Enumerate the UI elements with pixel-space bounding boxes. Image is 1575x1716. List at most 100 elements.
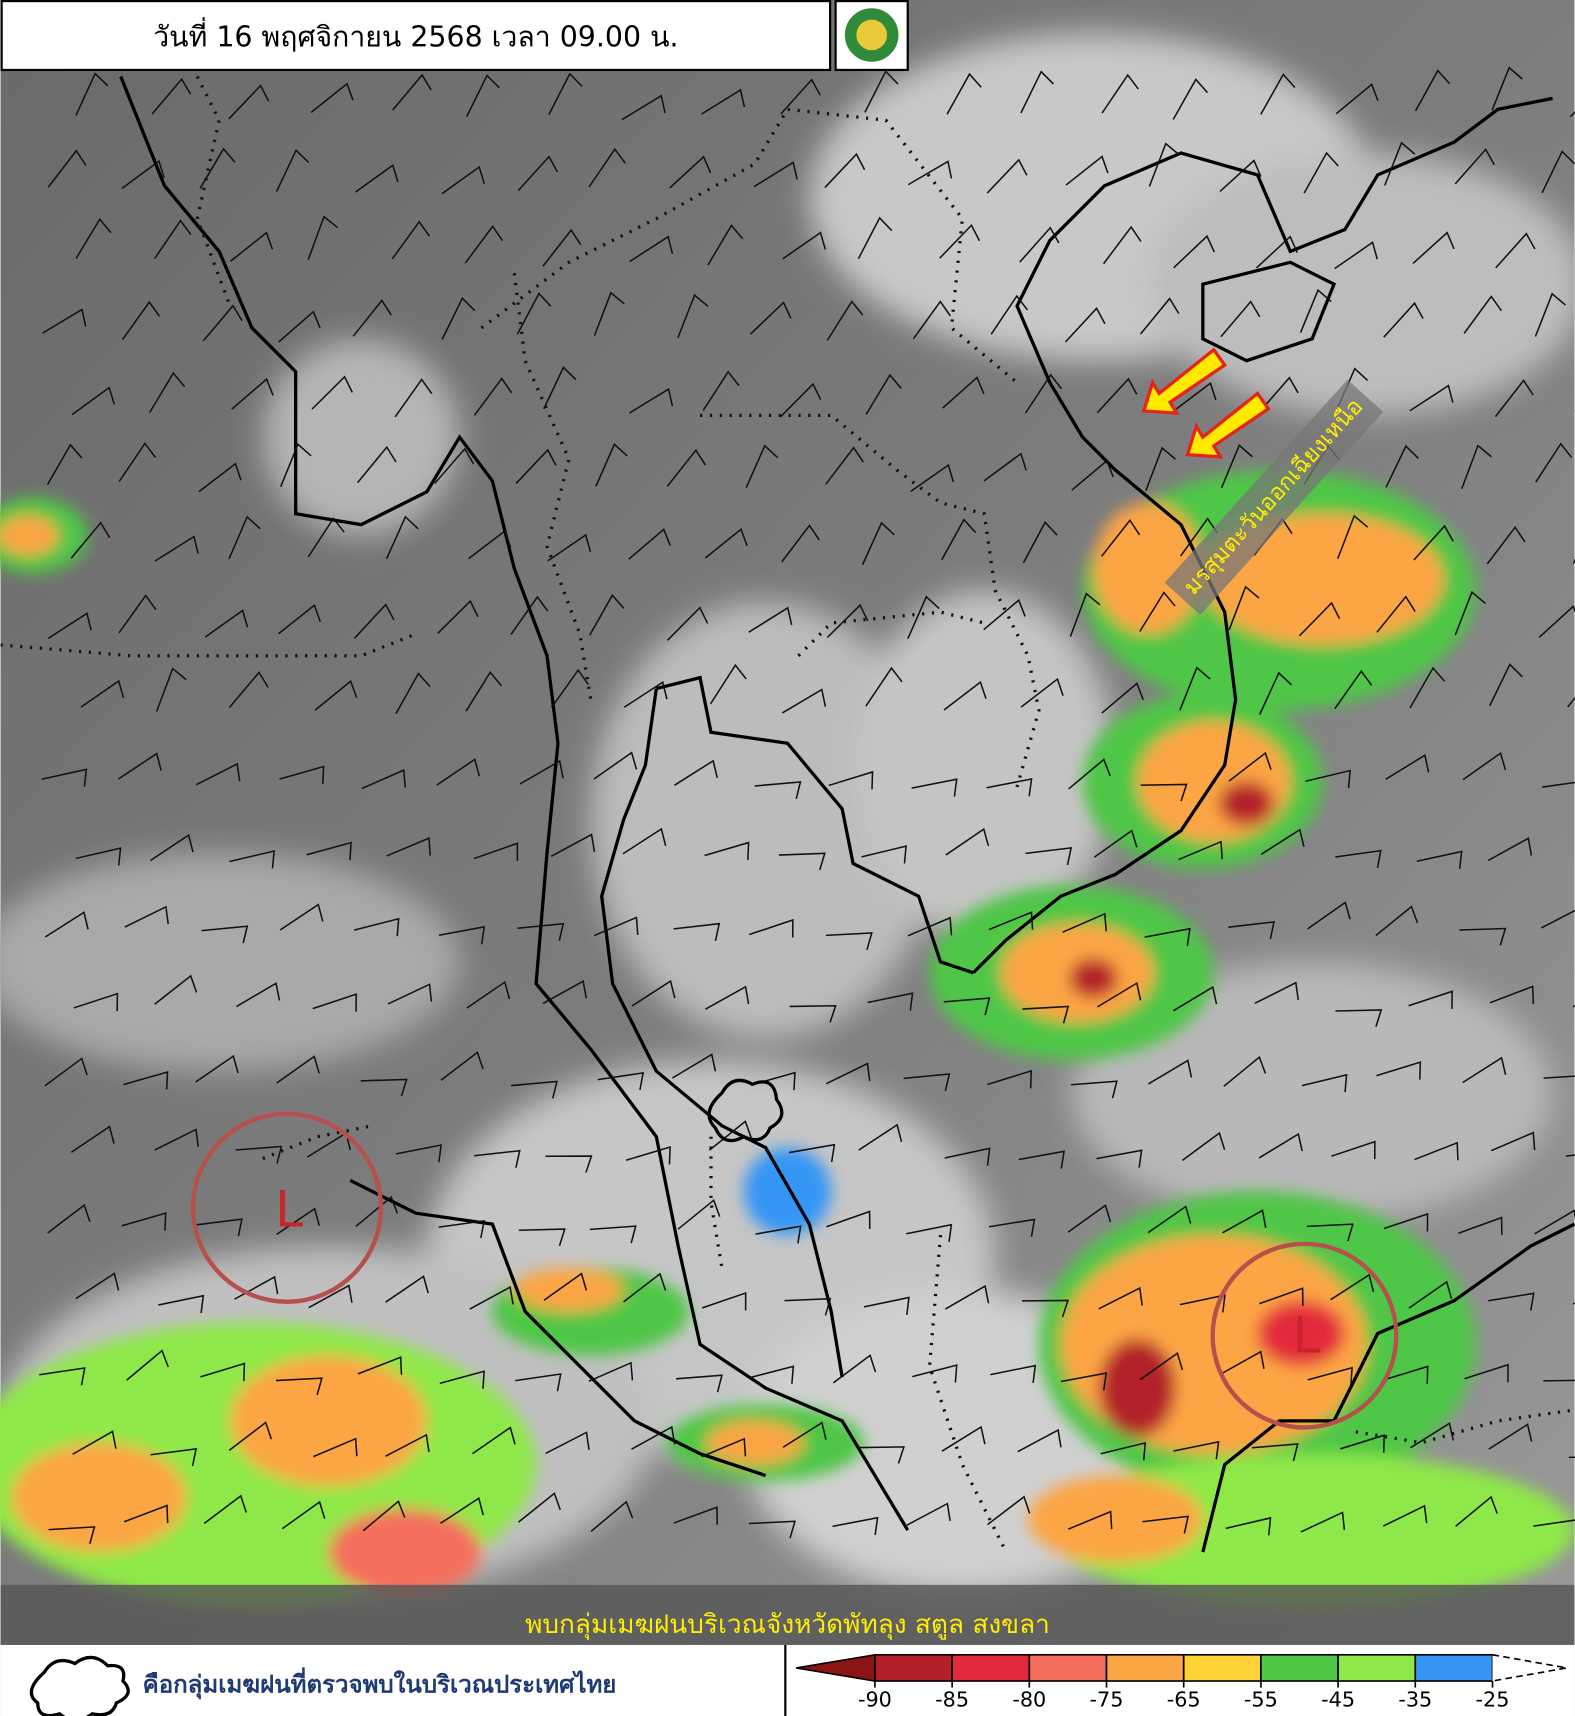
wind-barb xyxy=(753,161,798,188)
banner xyxy=(0,1584,1575,1645)
wind-barb xyxy=(39,1367,86,1386)
wind-barb xyxy=(1533,1519,1575,1537)
wind-barb xyxy=(394,378,433,418)
wind-barb xyxy=(907,160,953,186)
wind-barb xyxy=(150,1447,198,1467)
wind-barb xyxy=(385,515,419,560)
wind-barb xyxy=(944,1147,991,1166)
wind-barb xyxy=(1022,1005,1070,1024)
wind-barb xyxy=(1102,225,1142,265)
wind-barb xyxy=(1148,142,1180,187)
wind-barb xyxy=(1375,905,1419,937)
wind-barb xyxy=(1022,521,1058,564)
wind-barb xyxy=(75,217,112,259)
wind-barb xyxy=(789,1143,836,1163)
wind-barb xyxy=(1335,849,1382,868)
wind-barb xyxy=(1260,828,1305,856)
wind-barb xyxy=(754,781,802,800)
wind-barb xyxy=(313,1437,358,1458)
wind-barb xyxy=(1071,459,1114,491)
wind-barb xyxy=(1071,1080,1118,1099)
wind-barb xyxy=(1488,1423,1533,1450)
wind-barb xyxy=(1534,1209,1575,1235)
wind-barb xyxy=(1383,1365,1429,1384)
wind-barb xyxy=(314,679,358,711)
wind-barb xyxy=(1459,927,1507,946)
wind-barb xyxy=(1334,669,1373,710)
wind-barb xyxy=(1068,758,1111,790)
wind-barb xyxy=(907,916,953,937)
wind-barb xyxy=(622,827,667,855)
wind-barb xyxy=(1181,1131,1226,1161)
wind-barb xyxy=(203,1494,247,1525)
wind-barb xyxy=(1255,235,1298,269)
wind-barb xyxy=(748,606,793,633)
wind-barb xyxy=(701,1437,747,1458)
wind-barb xyxy=(276,1207,320,1236)
wind-barb xyxy=(545,1155,593,1173)
wind-barb xyxy=(593,751,638,780)
wind-barb xyxy=(44,911,89,938)
wind-barb xyxy=(1093,829,1138,858)
coastlines xyxy=(119,75,1575,1553)
wind-barb xyxy=(623,1272,667,1303)
wind-barb xyxy=(228,515,261,560)
wind-barb xyxy=(1454,148,1496,185)
wind-barb xyxy=(75,847,122,866)
wind-barb xyxy=(278,604,321,635)
wind-barb xyxy=(1259,1287,1304,1306)
wind-barb xyxy=(1462,751,1507,781)
wind-barb xyxy=(1298,601,1341,637)
wind-barb xyxy=(355,1195,399,1228)
wind-barb xyxy=(48,1526,96,1544)
colorbar-segment xyxy=(1182,1653,1262,1682)
wind-barb xyxy=(154,219,192,260)
wind-barb xyxy=(307,215,338,260)
wind-barb xyxy=(1020,677,1064,708)
wind-barb xyxy=(1330,1273,1375,1301)
wind-barb xyxy=(748,1365,795,1384)
wind-barb xyxy=(1065,155,1109,186)
wind-barb xyxy=(628,528,671,560)
wind-barb xyxy=(465,670,502,712)
monsoon-arrows xyxy=(1141,347,1271,459)
wind-barb xyxy=(707,224,744,266)
colorbar-tick-label: -75 xyxy=(1090,1688,1124,1712)
wind-barb xyxy=(1409,384,1454,412)
wind-barb xyxy=(782,231,827,260)
wind-barb xyxy=(154,535,199,562)
wind-barb xyxy=(441,165,486,195)
wind-barb xyxy=(861,845,907,864)
wind-barb xyxy=(466,980,511,1009)
wind-barb xyxy=(518,1228,566,1247)
wind-barb xyxy=(517,922,565,941)
wind-barb xyxy=(1179,666,1211,711)
wind-barb xyxy=(745,444,779,489)
wind-barb xyxy=(1455,1495,1498,1527)
wind-barb xyxy=(1383,1212,1429,1232)
wind-barb xyxy=(70,1125,115,1153)
wind-barb xyxy=(593,916,639,937)
wind-barb xyxy=(825,932,873,951)
wind-barb xyxy=(1495,232,1536,269)
wind-barb xyxy=(72,1430,117,1455)
rain-clouds xyxy=(0,469,1575,1607)
wind-barb xyxy=(1139,591,1176,632)
wind-barb xyxy=(230,231,274,262)
colorbar-segment xyxy=(951,1653,1031,1682)
colorbar-high-end xyxy=(1492,1653,1567,1682)
wind-barb xyxy=(441,296,476,340)
wind-barb xyxy=(1376,595,1416,633)
wind-barb xyxy=(824,152,866,189)
wind-barb xyxy=(1060,1372,1108,1391)
wind-barb xyxy=(473,377,513,416)
wind-barb xyxy=(1251,1443,1299,1462)
cloud-icon xyxy=(29,1655,130,1716)
wind-barb xyxy=(155,667,187,712)
wind-barb xyxy=(1462,1056,1507,1084)
wind-barb xyxy=(437,599,479,634)
wind-barb xyxy=(311,375,353,410)
wind-barb xyxy=(907,595,940,640)
wind-barb xyxy=(1097,981,1142,1008)
